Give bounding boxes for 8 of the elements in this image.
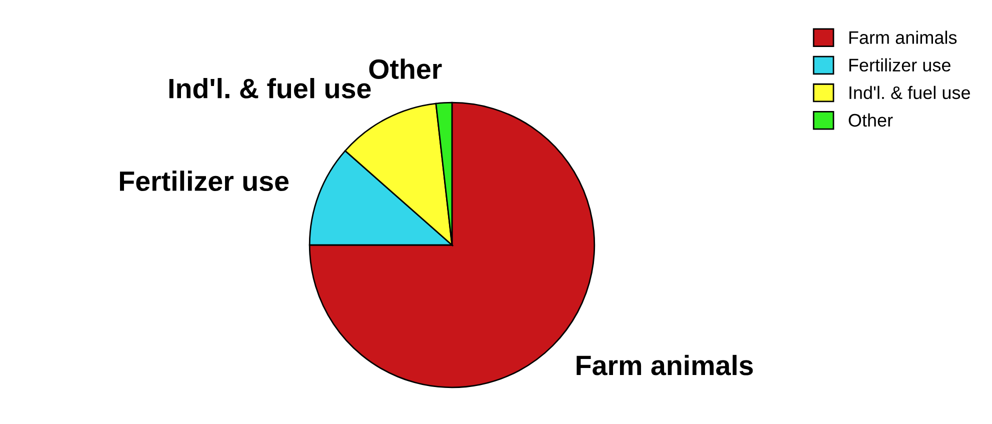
slice-label: Farm animals [576, 354, 753, 376]
slice-label: Other [369, 58, 442, 80]
slice-label: Fertilizer use [120, 170, 289, 192]
slice-label: Ind'l. & fuel use [169, 78, 371, 98]
legend-label: Farm animals [849, 30, 957, 44]
legend-label: Ind'l. & fuel use [850, 86, 970, 100]
legend-label: Fertilizer use [849, 58, 950, 72]
legend-label: Other [848, 113, 893, 127]
